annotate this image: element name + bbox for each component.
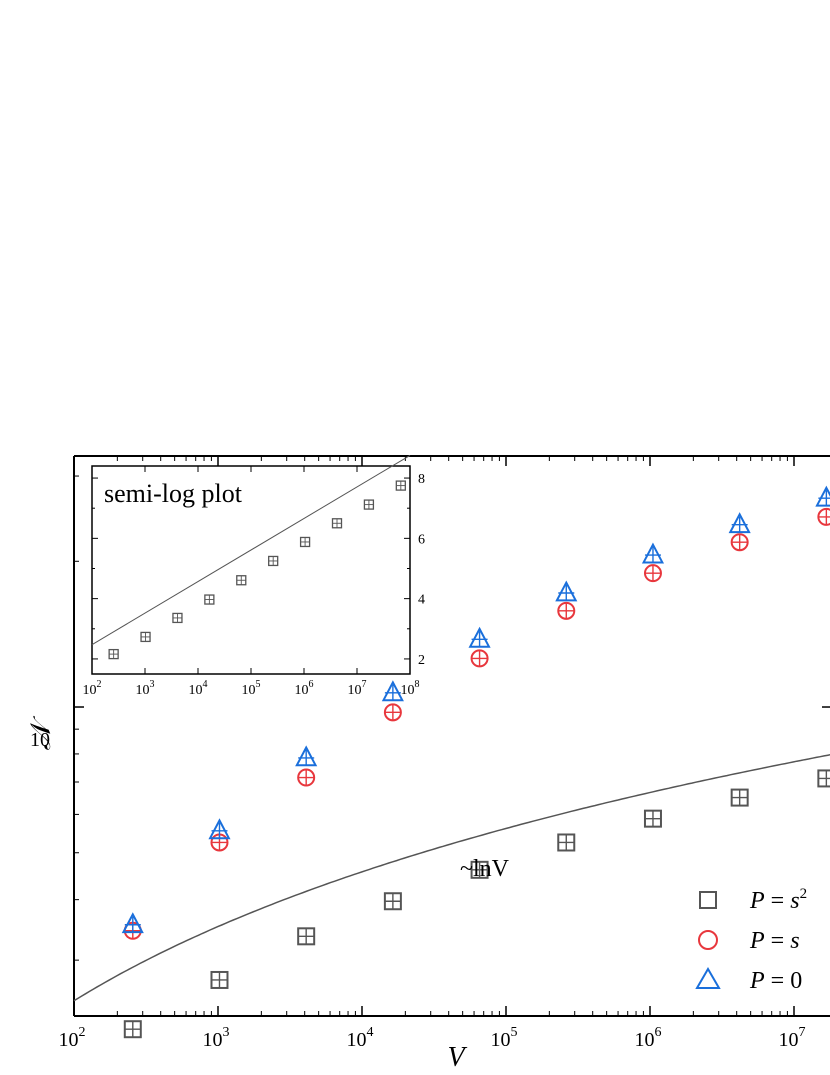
inset-data-point-square [236, 575, 247, 586]
inset-y-tick-label: 4 [418, 593, 425, 608]
x-tick-label: 106 [635, 1025, 662, 1051]
x-tick-label: 104 [347, 1025, 374, 1051]
data-point-circle [297, 768, 316, 787]
inset-x-tick-label: 105 [242, 679, 261, 698]
inset-x-tick-label: 104 [189, 679, 208, 698]
inset-plot: semi-log plot [91, 465, 411, 675]
data-point-square [817, 769, 830, 788]
legend-label: P = s2 [749, 886, 807, 914]
data-point-square [297, 927, 316, 946]
inset-data-point-square [204, 594, 215, 605]
data-point-circle [470, 649, 489, 668]
main-plot-frame [73, 455, 830, 1017]
inset-y-tick-label: 6 [418, 532, 425, 547]
data-point-square [643, 809, 662, 828]
inset-data-point-square [363, 499, 375, 510]
inset-y-tick-label: 2 [418, 653, 425, 668]
data-point-triangle [121, 912, 144, 934]
inset-axis-ticks: 102 103 104 105 106 107 108 2 4 6 8 [83, 466, 425, 698]
x-tick-label: 105 [491, 1025, 518, 1051]
x-tick-label: 103 [203, 1025, 230, 1051]
fit-annotation-text: ~lnV [460, 856, 510, 882]
inset-data-markers [108, 480, 406, 660]
data-point-square [557, 833, 576, 852]
legend-label: P = 0 [749, 968, 802, 994]
main-axis-ticks: 102 103 104 105 106 107 [59, 456, 830, 1051]
main-fit-curve [73, 754, 830, 1002]
data-point-triangle [295, 745, 318, 767]
data-point-triangle [555, 580, 578, 602]
inset-title: semi-log plot [104, 479, 243, 508]
data-point-circle [557, 601, 576, 620]
legend-entry-square: P = s2 [699, 886, 807, 914]
x-tick-label: 102 [59, 1025, 86, 1051]
inset-x-tick-label: 108 [401, 679, 420, 698]
inset-data-point-square [172, 612, 183, 624]
data-point-square [383, 892, 402, 911]
inset-data-point-square [299, 536, 311, 548]
inset-x-tick-label: 107 [348, 679, 367, 698]
main-data-markers [121, 485, 830, 1039]
data-point-square [210, 970, 229, 989]
data-point-triangle [641, 542, 665, 564]
data-point-circle [383, 703, 402, 722]
inset-x-tick-label: 102 [83, 679, 102, 698]
data-point-triangle [815, 485, 830, 507]
inset-fit-line [91, 454, 411, 646]
data-point-square [730, 788, 749, 807]
legend: P = s2 P = s P = 0 [695, 886, 807, 994]
fit-annotation: ~lnV [460, 856, 510, 882]
inset-data-point-square [331, 518, 343, 529]
inset-y-tick-label: 8 [418, 472, 425, 487]
data-point-triangle [728, 512, 751, 534]
inset-fit-path [91, 454, 411, 646]
data-point-triangle [381, 680, 404, 702]
inset-frame [91, 465, 411, 675]
x-axis-label: V [447, 1042, 467, 1073]
data-point-square [123, 1020, 142, 1039]
data-point-triangle [208, 818, 231, 840]
legend-entry-circle: P = s [698, 928, 800, 954]
inset-data-point-square [395, 480, 406, 491]
inset-data-point-square [140, 631, 151, 643]
data-point-circle [643, 564, 662, 583]
data-point-triangle [468, 626, 491, 648]
legend-label: P = s [749, 928, 800, 954]
fit-curve-path [73, 754, 830, 1002]
x-tick-label: 107 [779, 1025, 806, 1051]
data-point-circle [817, 507, 830, 526]
data-point-circle [730, 533, 749, 552]
inset-data-point-square [268, 555, 279, 567]
inset-x-tick-label: 106 [295, 679, 314, 698]
y-tick-label-10: 10 [30, 729, 50, 751]
inset-data-point-square [108, 648, 119, 660]
legend-entry-triangle: P = 0 [695, 967, 802, 994]
inset-x-tick-label: 103 [136, 679, 155, 698]
data-point-square [470, 860, 489, 879]
